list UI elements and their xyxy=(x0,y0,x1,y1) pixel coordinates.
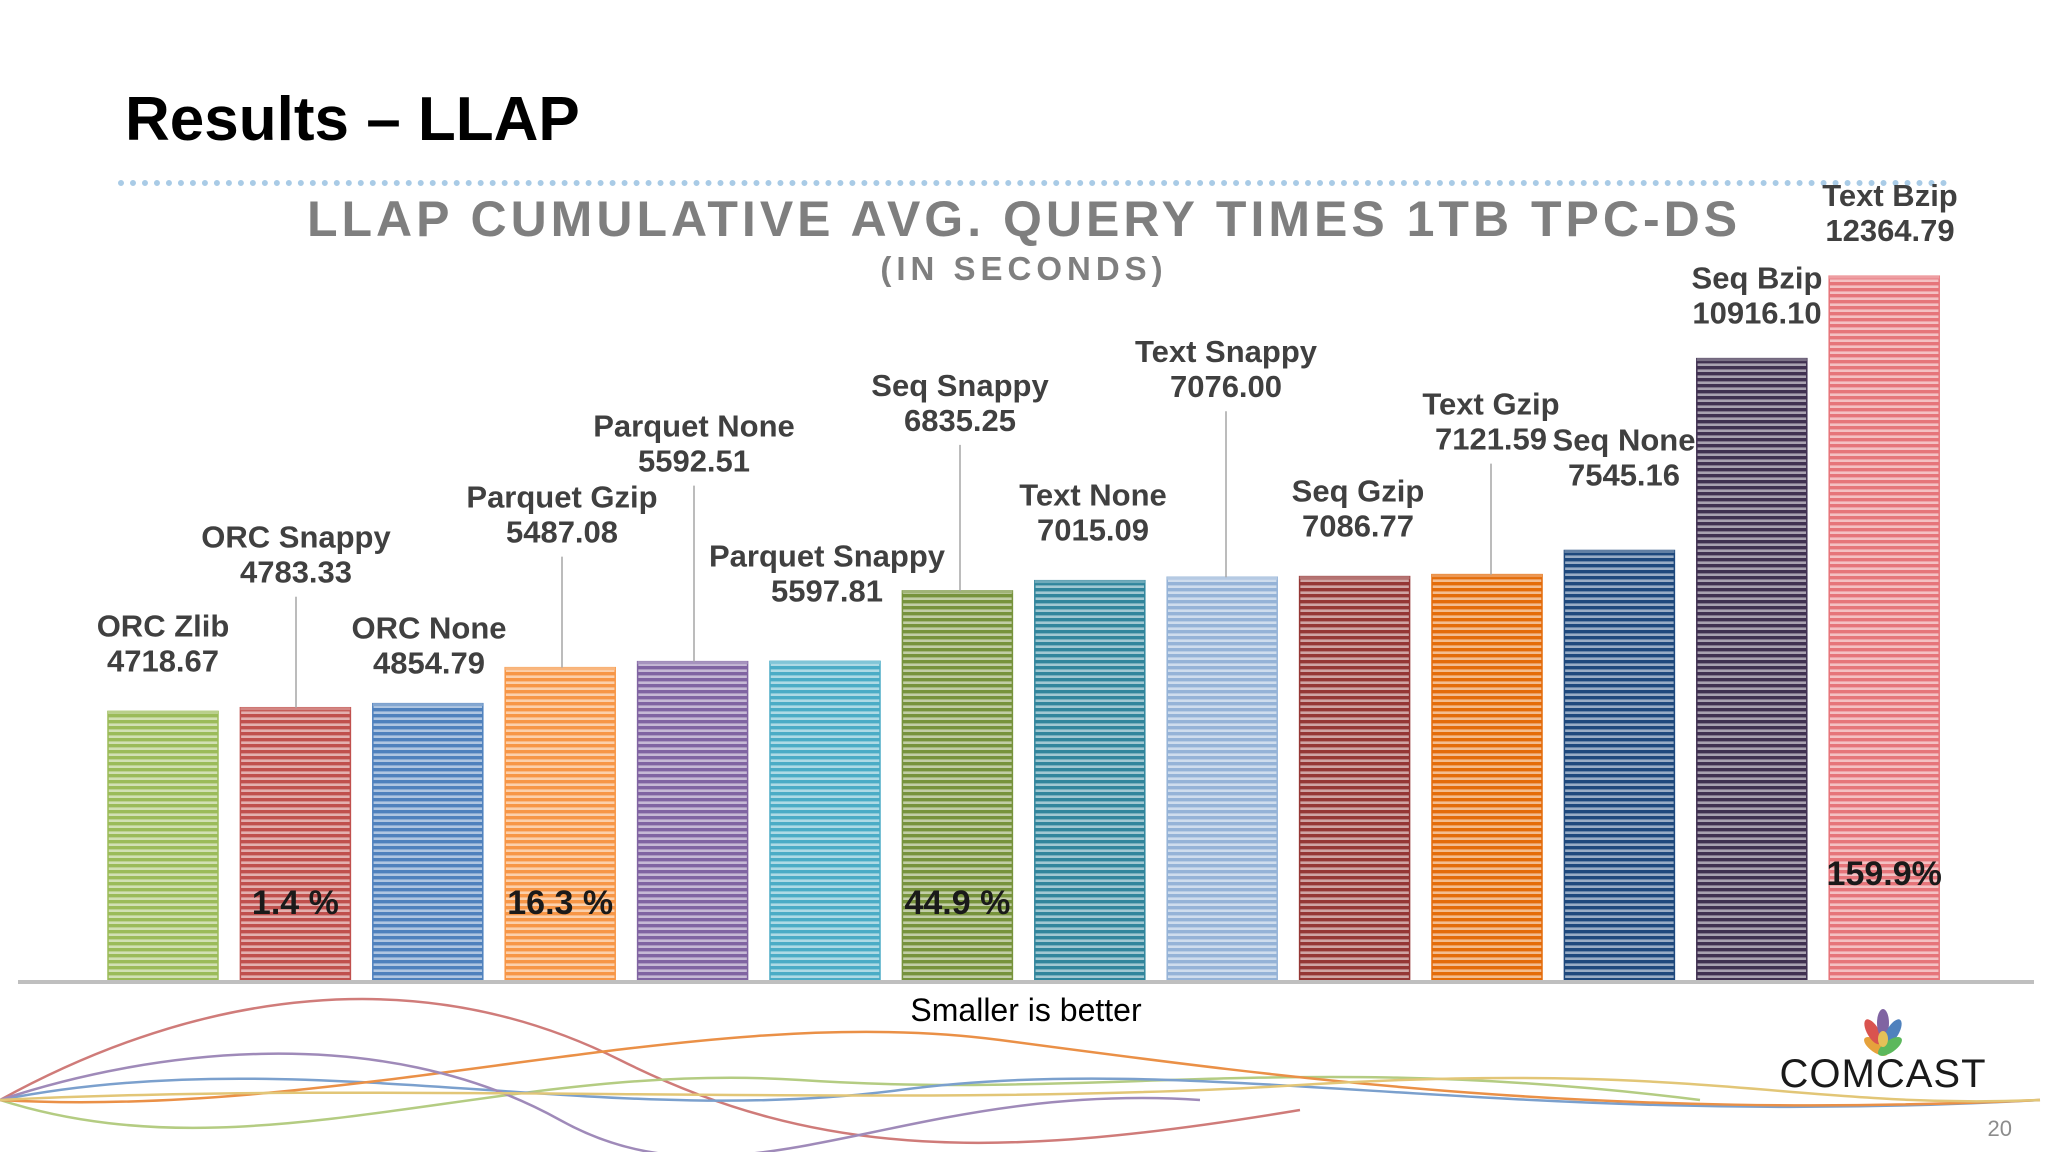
bar-orc-none: ORC None: 4854.79 xyxy=(372,702,484,981)
smaller-is-better-note: Smaller is better xyxy=(910,992,1142,1028)
percent-annotations: 1.4 % 16.3 % 44.9 % 159.9% xyxy=(252,855,1942,922)
value-label: 4854.79 xyxy=(373,646,485,681)
value-label: 7086.77 xyxy=(1302,509,1414,544)
category-label: Text Snappy xyxy=(1135,334,1318,369)
category-label: Text Bzip xyxy=(1822,178,1958,213)
title-divider xyxy=(118,180,1948,186)
bar-parquet-snappy: Parquet Snappy: 5597.81 xyxy=(769,660,881,981)
value-label: 6835.25 xyxy=(904,403,1016,438)
bar-parquet-none: Parquet None: 5592.51 xyxy=(636,660,749,981)
value-label: 10916.10 xyxy=(1692,296,1821,331)
slide-title: Results – LLAP xyxy=(125,85,580,154)
bar-text-none: Text None: 7015.09 xyxy=(1034,579,1146,981)
category-label: Text None xyxy=(1019,478,1167,513)
value-label: 5592.51 xyxy=(638,444,750,479)
value-label: 5487.08 xyxy=(506,515,618,550)
value-label: 4718.67 xyxy=(107,643,219,678)
percent-annotation: 159.9% xyxy=(1827,855,1942,893)
chart-title: LLAP CUMULATIVE AVG. QUERY TIMES 1TB TPC… xyxy=(307,191,1741,247)
percent-annotation: 44.9 % xyxy=(904,884,1010,922)
comcast-logo: COMCAST xyxy=(1780,1009,1987,1096)
bar-seq-gzip: Seq Gzip: 7086.77 xyxy=(1298,575,1411,981)
value-label: 7015.09 xyxy=(1037,513,1149,548)
decorative-waves xyxy=(0,997,2041,1152)
slide-number: 20 xyxy=(1988,1116,2012,1141)
peacock-icon xyxy=(1864,1009,1902,1056)
comcast-logo-text: COMCAST xyxy=(1780,1052,1987,1096)
category-label: Seq Snappy xyxy=(871,368,1049,403)
bar-orc-snappy: ORC Snappy: 4783.33 xyxy=(239,706,352,981)
bar-seq-snappy: Seq Snappy: 6835.25 xyxy=(901,590,1014,981)
bar-seq-bzip: Seq Bzip: 10916.10 xyxy=(1696,357,1808,981)
category-label: Seq Bzip xyxy=(1692,261,1823,296)
bar-orc-zlib: ORC Zlib: 4718.67 xyxy=(107,710,219,981)
percent-annotation: 1.4 % xyxy=(252,884,339,922)
value-label: 7076.00 xyxy=(1170,369,1282,404)
category-label: ORC Zlib xyxy=(97,608,230,643)
category-label: Seq Gzip xyxy=(1292,474,1425,509)
category-label: Seq None xyxy=(1553,423,1696,458)
category-label: ORC Snappy xyxy=(201,520,391,555)
bar-seq-none: Seq None: 7545.16 xyxy=(1563,549,1676,981)
bar-text-snappy: Text Snappy: 7076.00 xyxy=(1166,576,1278,981)
label-connectors xyxy=(295,411,1492,708)
value-label: 4783.33 xyxy=(240,555,352,590)
percent-annotation: 16.3 % xyxy=(507,884,613,922)
category-label: ORC None xyxy=(352,611,507,646)
value-label: 7121.59 xyxy=(1435,422,1547,457)
value-label: 7545.16 xyxy=(1568,458,1680,493)
value-label: 5597.81 xyxy=(771,573,883,608)
category-label: Text Gzip xyxy=(1422,387,1559,422)
category-label: Parquet Snappy xyxy=(709,538,946,573)
bar-parquet-gzip: Parquet Gzip: 5487.08 xyxy=(504,666,616,981)
category-label: Parquet None xyxy=(593,409,795,444)
value-label: 12364.79 xyxy=(1825,213,1954,248)
bar-text-gzip: Text Gzip: 7121.59 xyxy=(1431,573,1543,981)
chart-subtitle: (IN SECONDS) xyxy=(880,250,1167,287)
category-label: Parquet Gzip xyxy=(466,480,657,515)
bar-text-bzip: Text Bzip: 12364.79 xyxy=(1828,275,1940,981)
